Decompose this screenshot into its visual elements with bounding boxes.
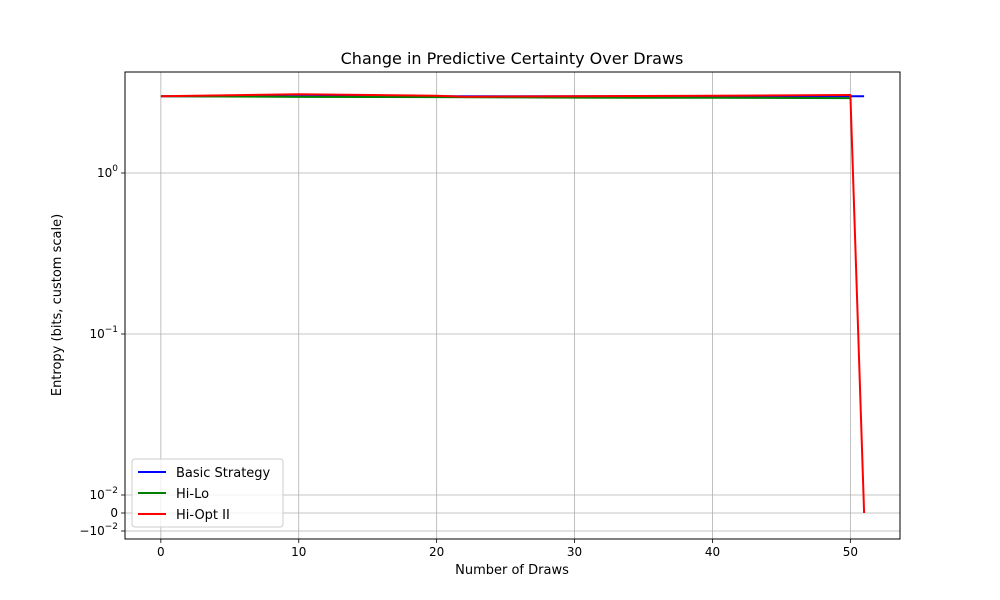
y-tick-label: 0 xyxy=(110,506,118,520)
x-tick-label: 0 xyxy=(157,545,165,559)
x-tick-label: 40 xyxy=(705,545,720,559)
y-tick-label: 10−2 xyxy=(89,486,118,502)
y-tick-label: −10−2 xyxy=(79,522,118,538)
x-tick-label: 50 xyxy=(843,545,858,559)
y-tick-label: 10−1 xyxy=(89,325,118,341)
x-tick-label: 20 xyxy=(429,545,444,559)
x-tick-label: 30 xyxy=(567,545,582,559)
series-layer xyxy=(160,93,866,514)
legend: Basic Strategy Hi-Lo Hi-Opt II xyxy=(131,458,284,528)
series-line-hi-opt-ii xyxy=(160,93,866,514)
x-axis-label: Number of Draws xyxy=(455,563,569,578)
y-tick-label: 100 xyxy=(97,164,118,180)
legend-label: Hi-Lo xyxy=(176,487,209,502)
x-axis-ticks: 0 10 20 30 40 50 xyxy=(157,539,858,559)
legend-label: Hi-Opt II xyxy=(176,508,230,523)
y-axis-label: Entropy (bits, custom scale) xyxy=(50,214,65,396)
plot-frame xyxy=(124,71,901,540)
legend-label: Basic Strategy xyxy=(176,466,271,481)
chart-title: Change in Predictive Certainty Over Draw… xyxy=(341,49,684,68)
y-axis-ticks: −10−2 0 10−2 10−1 100 xyxy=(79,164,125,538)
x-tick-label: 10 xyxy=(291,545,306,559)
legend-box xyxy=(131,458,284,528)
